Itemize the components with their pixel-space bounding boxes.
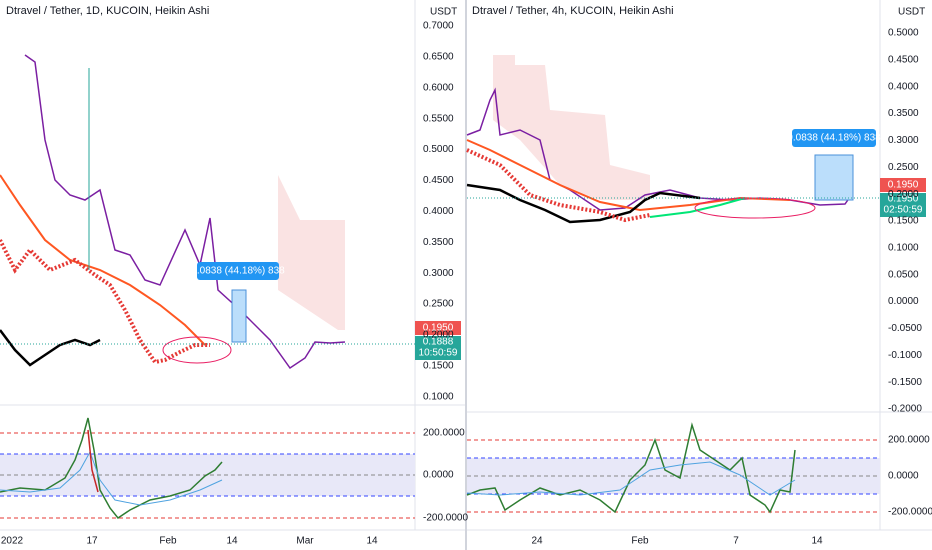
measure-label: 0.0838 (44.18%) 838 [787,133,881,144]
countdown: 10:50:59 [419,348,458,359]
price-tick-label: 0.6000 [423,82,454,93]
price-tick-label: 0.6500 [423,52,454,63]
price-tick-label: 0.5500 [423,113,454,124]
time-label: 24 [531,536,543,547]
moving-average [466,139,791,212]
time-label: Feb [631,536,649,547]
indicator-signal [466,461,796,496]
indicator-tick-label: 0.0000 [423,470,454,481]
measure-label: 0.0838 (44.18%) 838 [191,266,285,277]
line [466,183,701,224]
indicator [466,422,796,514]
price-tick-label: 0.3500 [423,237,454,248]
measure-label-box [792,129,876,147]
price-tick-label: 0.3000 [888,135,919,146]
price-tag-text: 0.1950 [888,194,919,205]
cloud [278,175,345,330]
price-tag-text: 0.1950 [423,323,454,334]
candles [466,148,651,223]
price-tick-label: -0.1500 [888,377,922,388]
currency: USDT [430,7,457,18]
time-label: Mar [296,536,314,547]
price-tick-label: 0.4000 [423,206,454,217]
price-tick-label: 0.4000 [888,81,919,92]
measure-label-box [197,262,279,280]
line [649,197,746,218]
price-tick-label: 0.1500 [888,216,919,227]
indicator-tick-label: 0.0000 [888,471,919,482]
indicator [87,429,99,493]
price-tag-text: 0.1888 [423,337,454,348]
time-label: 14 [226,536,238,547]
time-label: 2022 [1,536,24,547]
price-tick-label: 0.1000 [423,391,454,402]
indicator-signal [0,450,223,506]
cloud [493,55,650,200]
time-label: Feb [159,536,177,547]
indicator [0,417,223,520]
price-tag [415,336,461,360]
price-tag [415,321,461,335]
time-label: 7 [733,536,739,547]
price-tag [880,178,926,192]
price-tick-label: -0.1000 [888,350,922,361]
price-tick-label: 0.7000 [423,21,454,32]
time-label: 17 [86,536,98,547]
price-tick-label: 0.2500 [888,162,919,173]
currency: USDT [898,7,925,18]
measure-box [814,154,854,201]
line [24,54,346,370]
price-tick-label: -0.0500 [888,323,922,334]
indicator-tick-label: 200.0000 [423,428,465,439]
price-tick-label: 0.1500 [423,361,454,372]
indicator-tick-label: -200.0000 [888,507,932,518]
price-tick-label: -0.2000 [888,404,922,415]
chart-title: Dtravel / Tether, 1D, KUCOIN, Heikin Ash… [6,5,209,17]
price-tick-label: 0.3500 [888,108,919,119]
price-tick-label: 0.0500 [888,269,919,280]
price-tick-label: 0.2000 [888,189,919,200]
price-tick-label: 0.5000 [888,28,919,39]
moving-average [0,174,206,346]
measure-box [231,289,247,343]
price-tick-label: 0.3000 [423,268,454,279]
price-tick-label: 0.4500 [423,175,454,186]
time-label: 14 [366,536,378,547]
price-tick-label: 0.2500 [423,299,454,310]
chart-title: Dtravel / Tether, 4h, KUCOIN, Heikin Ash… [472,5,674,17]
price-tag-text: 0.1950 [888,180,919,191]
countdown: 02:50:59 [884,205,923,216]
price-tick-label: 0.4500 [888,55,919,66]
price-tick-label: 0.2000 [423,330,454,341]
indicator-tick-label: 200.0000 [888,435,930,446]
time-label: 14 [811,536,823,547]
ellipse [162,336,232,364]
price-tick-label: 0.5000 [423,144,454,155]
price-tag [880,193,926,217]
indicator-tick-label: -200.0000 [423,513,468,524]
price-tick-label: 0.1000 [888,243,919,254]
price-tick-label: 0.0000 [888,296,919,307]
